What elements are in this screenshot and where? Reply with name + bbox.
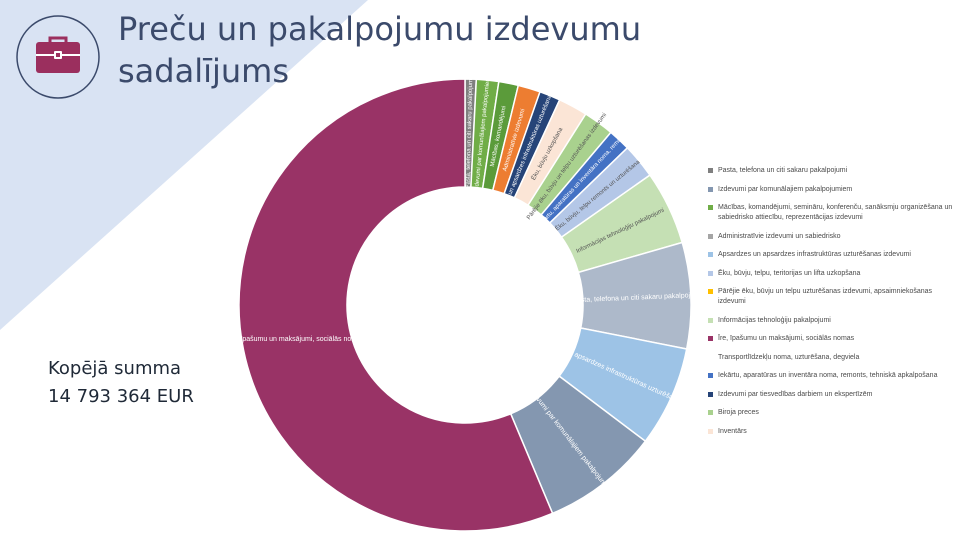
legend-swatch — [708, 428, 713, 434]
legend-swatch — [708, 391, 713, 397]
pie-slice-label-14: Īre, īpašumu un maksājumi, sociālās noma… — [230, 335, 365, 343]
legend-label: Ēku, būvju, telpu, teritorijas un lifta … — [718, 269, 861, 277]
legend-item: Pasta, telefona un citi sakaru pakalpoju… — [708, 166, 956, 176]
total-label: Kopējā summa — [48, 358, 182, 379]
donut-chart: Pasta, telefona un citi sakaru pakalpoju… — [230, 70, 700, 532]
legend-item: Biroja preces — [708, 408, 956, 418]
legend-swatch — [708, 252, 713, 257]
legend-swatch — [708, 186, 713, 192]
briefcase-icon — [15, 14, 101, 100]
legend-item: Mācības, komandējumi, semināru, konferen… — [708, 203, 956, 223]
legend-item: Izdevumi par tiesvedības darbiem un eksp… — [708, 390, 956, 400]
legend-label: Administratīvie izdevumi un sabiedrisko — [718, 232, 841, 240]
pie-slice-label-1: Pasta, telefona un citi sakaru pakalpoju… — [466, 78, 475, 189]
legend-label: Pasta, telefona un citi sakaru pakalpoju… — [718, 167, 848, 174]
legend-label: Biroja preces — [718, 409, 759, 416]
chart-legend: Pasta, telefona un citi sakaru pakalpoju… — [708, 166, 956, 445]
legend-label: Inventārs — [718, 427, 747, 435]
legend-swatch — [708, 233, 713, 239]
legend-label: Transportlīdzekļu noma, uzturēšana, degv… — [718, 353, 860, 361]
legend-item: Administratīvie izdevumi un sabiedrisko — [708, 232, 956, 242]
legend-item: Pārējie ēku, būvju un telpu uzturēšanas … — [708, 287, 956, 307]
pie-slice-14 — [238, 78, 554, 532]
legend-label: Mācības, komandējumi, semināru, konferen… — [718, 204, 953, 221]
legend-item: Transportlīdzekļu noma, uzturēšana, degv… — [708, 353, 956, 363]
legend-swatch — [708, 168, 713, 173]
legend-label: Informācijas tehnoloģiju pakalpojumi — [718, 316, 831, 324]
legend-label: Pārējie ēku, būvju un telpu uzturēšanas … — [718, 288, 933, 305]
legend-item: Izdevumi par komunālajiem pakalpojumiem — [708, 185, 956, 195]
page-title: Preču un pakalpojumu izdevumu sadalījums — [118, 10, 642, 90]
legend-item: Inventārs — [708, 427, 956, 437]
legend-swatch — [708, 317, 713, 323]
legend-swatch — [708, 354, 713, 360]
legend-item: Ēku, būvju, telpu, teritorijas un lifta … — [708, 269, 956, 279]
legend-label: Izdevumi par komunālajiem pakalpojumiem — [718, 185, 853, 193]
total-value: 14 793 364 EUR — [48, 386, 194, 407]
legend-item: Īre, īpašumu un maksājumi, sociālās noma… — [708, 334, 956, 344]
legend-label: Īre, īpašumu un maksājumi, sociālās noma… — [718, 335, 855, 342]
legend-item: Iekārtu, aparatūras un inventāra noma, r… — [708, 371, 956, 381]
legend-label: Izdevumi par tiesvedības darbiem un eksp… — [718, 390, 873, 398]
legend-swatch — [708, 336, 713, 341]
legend-swatch — [708, 205, 713, 210]
legend-swatch — [708, 289, 713, 294]
legend-swatch — [708, 373, 713, 378]
legend-label: Iekārtu, aparatūras un inventāra noma, r… — [718, 372, 938, 379]
legend-label: Apsardzes un apsardzes infrastruktūras u… — [718, 251, 911, 258]
legend-swatch — [708, 410, 713, 415]
legend-swatch — [708, 270, 713, 276]
legend-item: Informācijas tehnoloģiju pakalpojumi — [708, 316, 956, 326]
total-summary: Kopējā summa 14 793 364 EUR — [48, 355, 194, 411]
legend-item: Apsardzes un apsardzes infrastruktūras u… — [708, 250, 956, 260]
